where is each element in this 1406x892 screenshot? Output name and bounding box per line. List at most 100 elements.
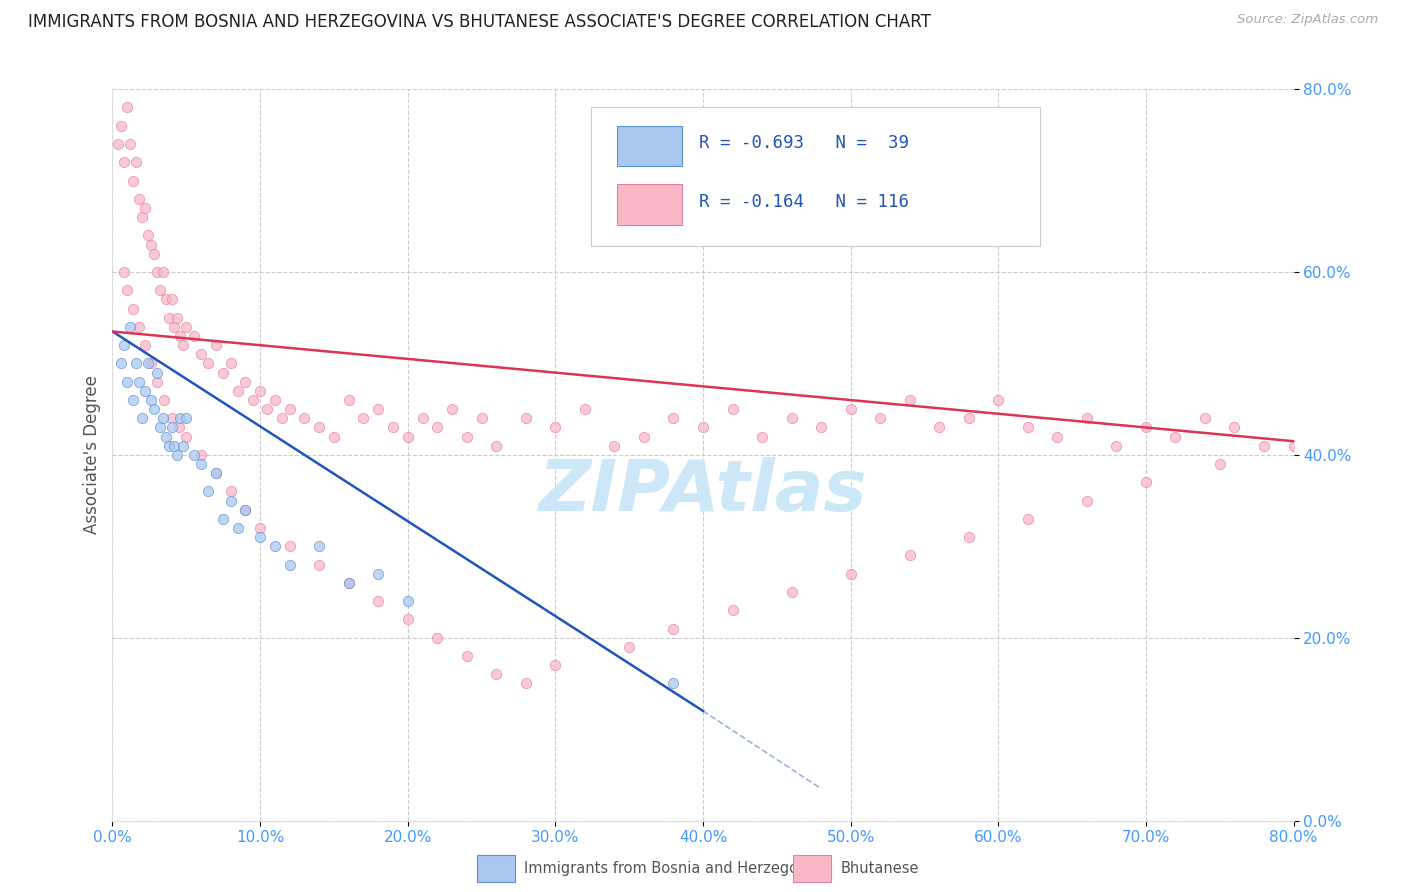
Point: [898, 549, 921, 563]
Point: [134, 201, 156, 215]
Point: [139, 237, 162, 252]
Point: [426, 420, 449, 434]
Point: [152, 265, 174, 279]
Point: [160, 293, 183, 307]
Point: [219, 356, 242, 371]
Point: [352, 411, 374, 425]
Point: [485, 667, 508, 681]
Bar: [617, 126, 682, 166]
Point: [898, 392, 921, 407]
Point: [166, 310, 188, 325]
Point: [337, 576, 360, 591]
Point: [163, 439, 186, 453]
Point: [212, 366, 235, 380]
Point: [633, 430, 655, 444]
Point: [256, 402, 278, 417]
Point: [139, 356, 162, 371]
Point: [544, 658, 567, 673]
Point: [146, 265, 169, 279]
Point: [190, 448, 212, 462]
Point: [456, 430, 478, 444]
Point: [721, 402, 744, 417]
Point: [155, 430, 177, 444]
Point: [470, 411, 494, 425]
Point: [308, 539, 330, 553]
Point: [1208, 457, 1232, 471]
Point: [264, 539, 287, 553]
Point: [662, 622, 685, 636]
Point: [136, 356, 159, 371]
Point: [122, 301, 145, 316]
Point: [160, 420, 183, 434]
Text: R = -0.693   N =  39: R = -0.693 N = 39: [699, 135, 910, 153]
Point: [134, 338, 156, 352]
Point: [278, 558, 301, 572]
Point: [226, 521, 249, 535]
Point: [337, 392, 360, 407]
Point: [152, 411, 174, 425]
Point: [117, 284, 138, 298]
Point: [367, 402, 389, 417]
Point: [149, 420, 172, 434]
Point: [163, 320, 186, 334]
Point: [662, 676, 685, 690]
Point: [1046, 430, 1069, 444]
Text: IMMIGRANTS FROM BOSNIA AND HERZEGOVINA VS BHUTANESE ASSOCIATE'S DEGREE CORRELATI: IMMIGRANTS FROM BOSNIA AND HERZEGOVINA V…: [28, 13, 931, 31]
Point: [242, 392, 264, 407]
Point: [603, 439, 626, 453]
Point: [1282, 439, 1305, 453]
Point: [308, 558, 330, 572]
Point: [957, 530, 980, 544]
Point: [172, 439, 194, 453]
Point: [292, 411, 315, 425]
Point: [957, 411, 980, 425]
Point: [172, 338, 194, 352]
Point: [155, 293, 177, 307]
Point: [112, 265, 135, 279]
Text: R = -0.164   N = 116: R = -0.164 N = 116: [699, 193, 910, 211]
Point: [139, 392, 162, 407]
Point: [120, 320, 142, 334]
Point: [205, 466, 228, 480]
Point: [1135, 420, 1157, 434]
Point: [146, 375, 169, 389]
Point: [131, 211, 153, 225]
Point: [1017, 420, 1039, 434]
Point: [367, 594, 389, 608]
Point: [197, 484, 219, 499]
Point: [157, 310, 180, 325]
Point: [136, 228, 159, 243]
Point: [456, 649, 478, 664]
Point: [928, 420, 950, 434]
Point: [839, 566, 862, 581]
Point: [233, 375, 256, 389]
Point: [544, 420, 567, 434]
Point: [1223, 420, 1246, 434]
Point: [197, 356, 219, 371]
Point: [619, 640, 641, 654]
Point: [107, 136, 129, 151]
Point: [190, 457, 212, 471]
Point: [515, 411, 537, 425]
Point: [1105, 439, 1128, 453]
Point: [839, 402, 862, 417]
Text: Immigrants from Bosnia and Herzegovina: Immigrants from Bosnia and Herzegovina: [524, 862, 830, 876]
Point: [117, 101, 138, 115]
Point: [153, 392, 176, 407]
Point: [1017, 512, 1039, 526]
Point: [167, 420, 190, 434]
Text: Bhutanese: Bhutanese: [841, 862, 920, 876]
Point: [271, 411, 294, 425]
Point: [226, 384, 249, 398]
Point: [169, 411, 191, 425]
Point: [149, 284, 172, 298]
Point: [183, 448, 205, 462]
Point: [264, 392, 287, 407]
Text: ZIPAtlas: ZIPAtlas: [538, 457, 868, 526]
Point: [120, 136, 142, 151]
Point: [692, 420, 714, 434]
Point: [337, 576, 360, 591]
Point: [190, 347, 212, 361]
Point: [1135, 475, 1157, 490]
Point: [396, 594, 419, 608]
